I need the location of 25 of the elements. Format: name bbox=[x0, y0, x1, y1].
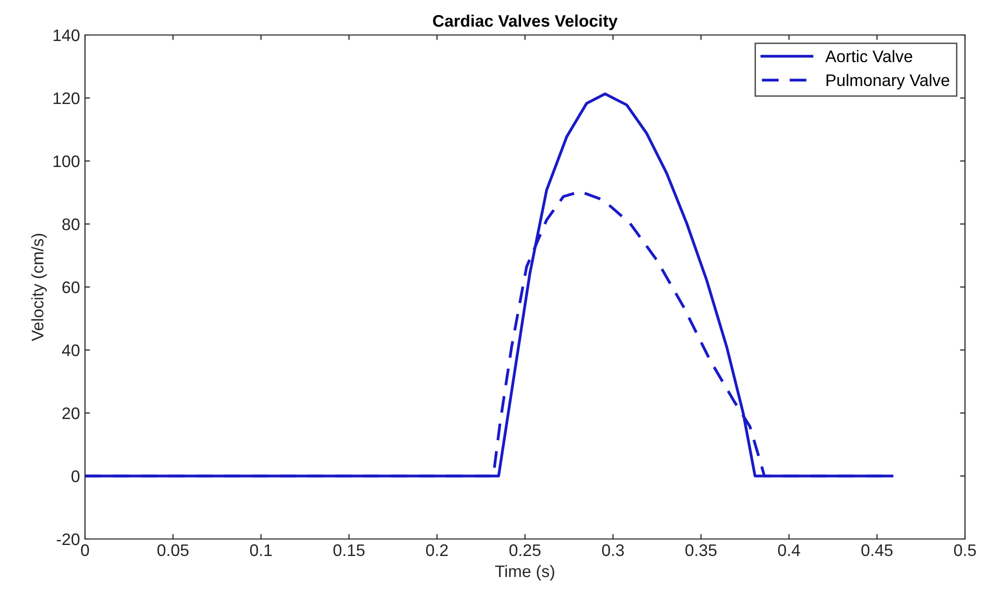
y-tick-label: 20 bbox=[62, 407, 80, 420]
y-tick-label: -20 bbox=[56, 533, 80, 546]
x-tick-label: 0.5 bbox=[954, 544, 976, 556]
x-tick-label: 0.2 bbox=[426, 544, 448, 556]
x-tick-label: 0.1 bbox=[250, 544, 272, 556]
x-tick-label: 0.3 bbox=[602, 544, 624, 556]
y-tick-label: 140 bbox=[54, 29, 80, 42]
y-tick-label: 0 bbox=[72, 470, 80, 482]
y-tick-label: 40 bbox=[62, 344, 80, 356]
y-tick-label: 100 bbox=[54, 155, 80, 168]
chart-title: Cardiac Valves Velocity bbox=[433, 14, 618, 30]
y-tick-label: 120 bbox=[54, 92, 80, 104]
y-tick-label: 80 bbox=[62, 218, 80, 230]
x-tick-label: 0.25 bbox=[509, 544, 541, 556]
x-tick-label: 0 bbox=[81, 544, 89, 556]
y-tick-label: 60 bbox=[62, 281, 80, 294]
legend-label: Aortic Valve bbox=[825, 50, 912, 62]
x-axis-title: Time (s) bbox=[495, 564, 554, 580]
y-axis-title: Velocity (cm/s) bbox=[31, 234, 47, 342]
x-tick-label: 0.15 bbox=[333, 544, 365, 556]
x-tick-label: 0.45 bbox=[861, 544, 893, 556]
x-tick-label: 0.05 bbox=[157, 544, 189, 556]
legend-label: Pulmonary Valve bbox=[826, 74, 950, 90]
x-tick-label: 0.4 bbox=[778, 544, 800, 556]
x-tick-label: 0.35 bbox=[685, 544, 717, 556]
